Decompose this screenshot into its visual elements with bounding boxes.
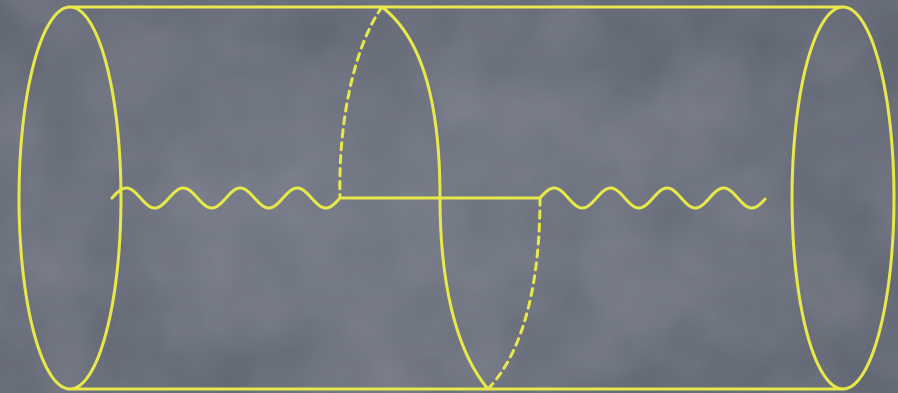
left-end-cap	[17, 5, 123, 391]
right-end-cap	[790, 5, 896, 391]
right-section-cut-back	[486, 196, 542, 391]
left-wavy-line	[110, 186, 342, 210]
left-section-cut-back	[338, 5, 384, 200]
right-wavy-line	[538, 186, 767, 210]
